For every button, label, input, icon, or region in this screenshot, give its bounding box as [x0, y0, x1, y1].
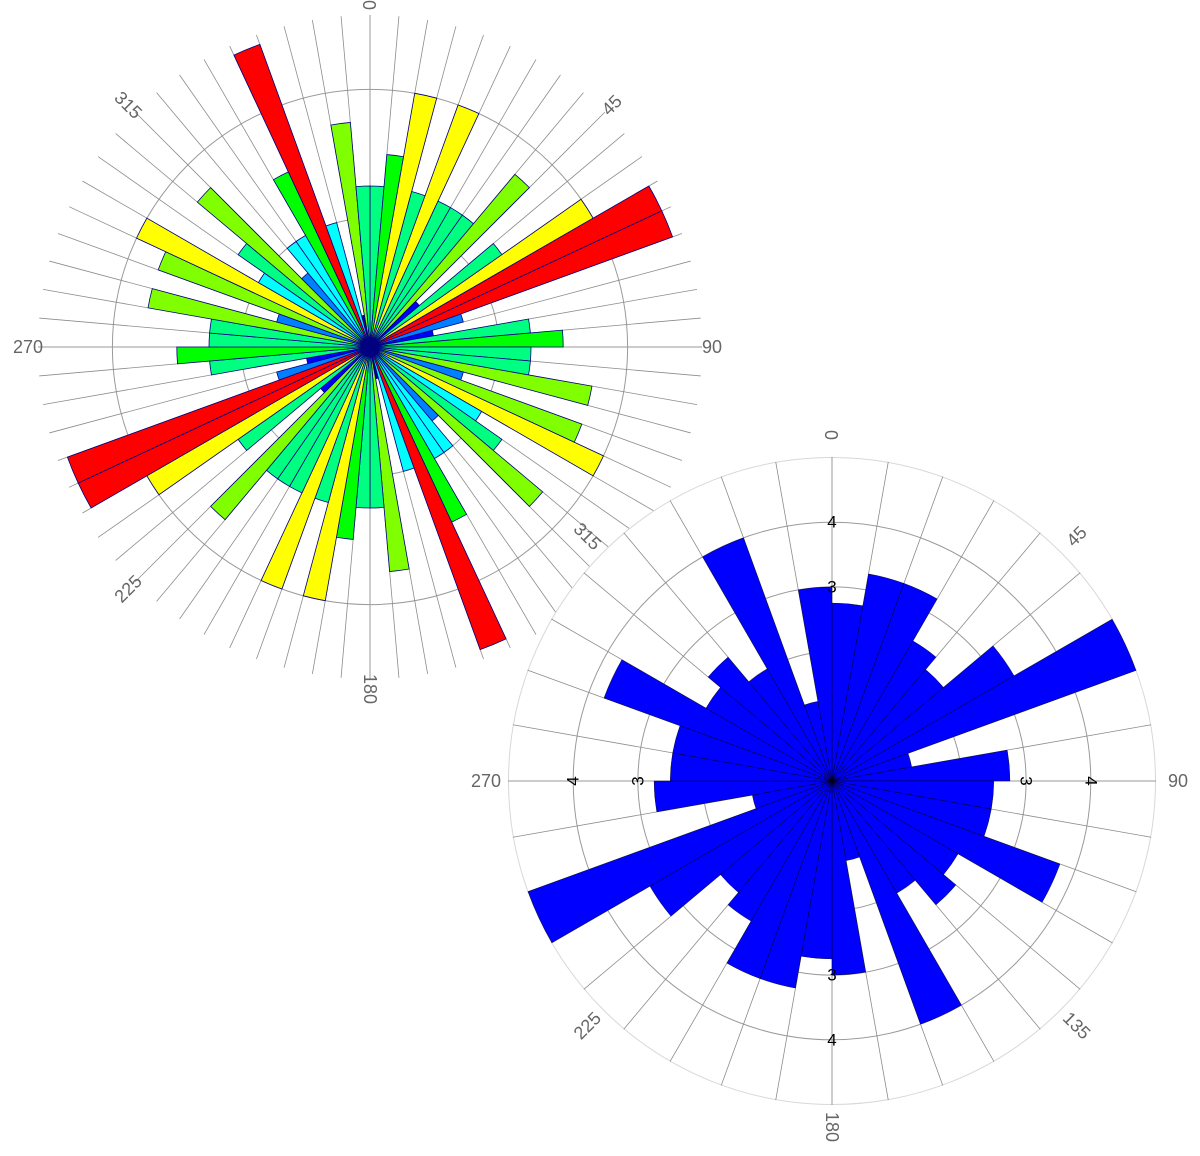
rose-bar — [527, 780, 833, 944]
rose-bar — [325, 222, 371, 348]
rose-bar — [369, 346, 507, 651]
rose-diagram-right: 0 45 90 135 180 225 270 315 3 4 3 4 3 4 3 4 — [471, 430, 1188, 1142]
angle-label: 180 — [822, 1112, 842, 1142]
angle-label: 0 — [360, 0, 380, 10]
rose-bar — [831, 780, 866, 976]
angle-label: 135 — [1059, 1008, 1094, 1043]
radial-tick-label: 4 — [827, 1030, 836, 1049]
rose-bar — [369, 346, 415, 472]
radial-tick-label: 4 — [564, 776, 583, 785]
angle-label: 90 — [1168, 771, 1188, 791]
angle-label: 45 — [1063, 522, 1091, 550]
rose-bar — [702, 537, 833, 782]
rose-bar — [727, 780, 833, 922]
rose-bar — [369, 329, 564, 348]
rose-bar — [260, 346, 371, 590]
radial-tick-label: 3 — [827, 577, 836, 596]
angle-label: 270 — [13, 337, 43, 357]
angle-label: 180 — [360, 674, 380, 704]
rose-bar — [176, 346, 371, 365]
radial-tick-label: 3 — [628, 776, 647, 785]
rose-bar — [355, 185, 371, 348]
rose-bar — [196, 187, 371, 348]
rose-bar — [798, 586, 833, 782]
angle-label: 0 — [822, 430, 842, 440]
rose-bar — [831, 780, 1061, 903]
rose-diagram-left: 04590315180225270315 — [13, 0, 722, 704]
rose-bar — [369, 346, 410, 572]
rose-bar — [831, 749, 1011, 782]
rose-bar — [831, 780, 962, 1025]
rose-bar — [330, 122, 371, 348]
rose-bar — [369, 346, 544, 507]
angle-label: 270 — [471, 771, 501, 791]
radial-tick-label: 3 — [827, 966, 836, 985]
rose-bar — [726, 780, 833, 979]
rose-bar — [831, 780, 957, 906]
rose-bar — [136, 217, 371, 348]
radial-tick-label: 4 — [1081, 776, 1100, 785]
rose-bar — [276, 346, 371, 381]
angle-label: 225 — [570, 1008, 605, 1043]
rose-bar — [831, 618, 1137, 782]
rose-bar — [210, 346, 371, 521]
rose-bar — [831, 583, 938, 782]
rose-bar — [707, 656, 833, 782]
rose-bar — [369, 173, 530, 348]
radial-tick-label: 3 — [1017, 776, 1036, 785]
rose-bar — [369, 210, 674, 348]
rose-bar — [653, 780, 833, 813]
angle-label: 315 — [570, 519, 605, 554]
rose-bar — [831, 640, 937, 782]
rose-bar — [603, 659, 833, 782]
rose-bar — [369, 313, 464, 348]
rose-bar — [233, 43, 371, 348]
angle-label: 90 — [702, 337, 722, 357]
rose-bar — [66, 346, 371, 484]
radial-tick-label: 4 — [827, 513, 836, 532]
rose-bar — [369, 346, 604, 477]
rose-bar — [369, 104, 480, 348]
